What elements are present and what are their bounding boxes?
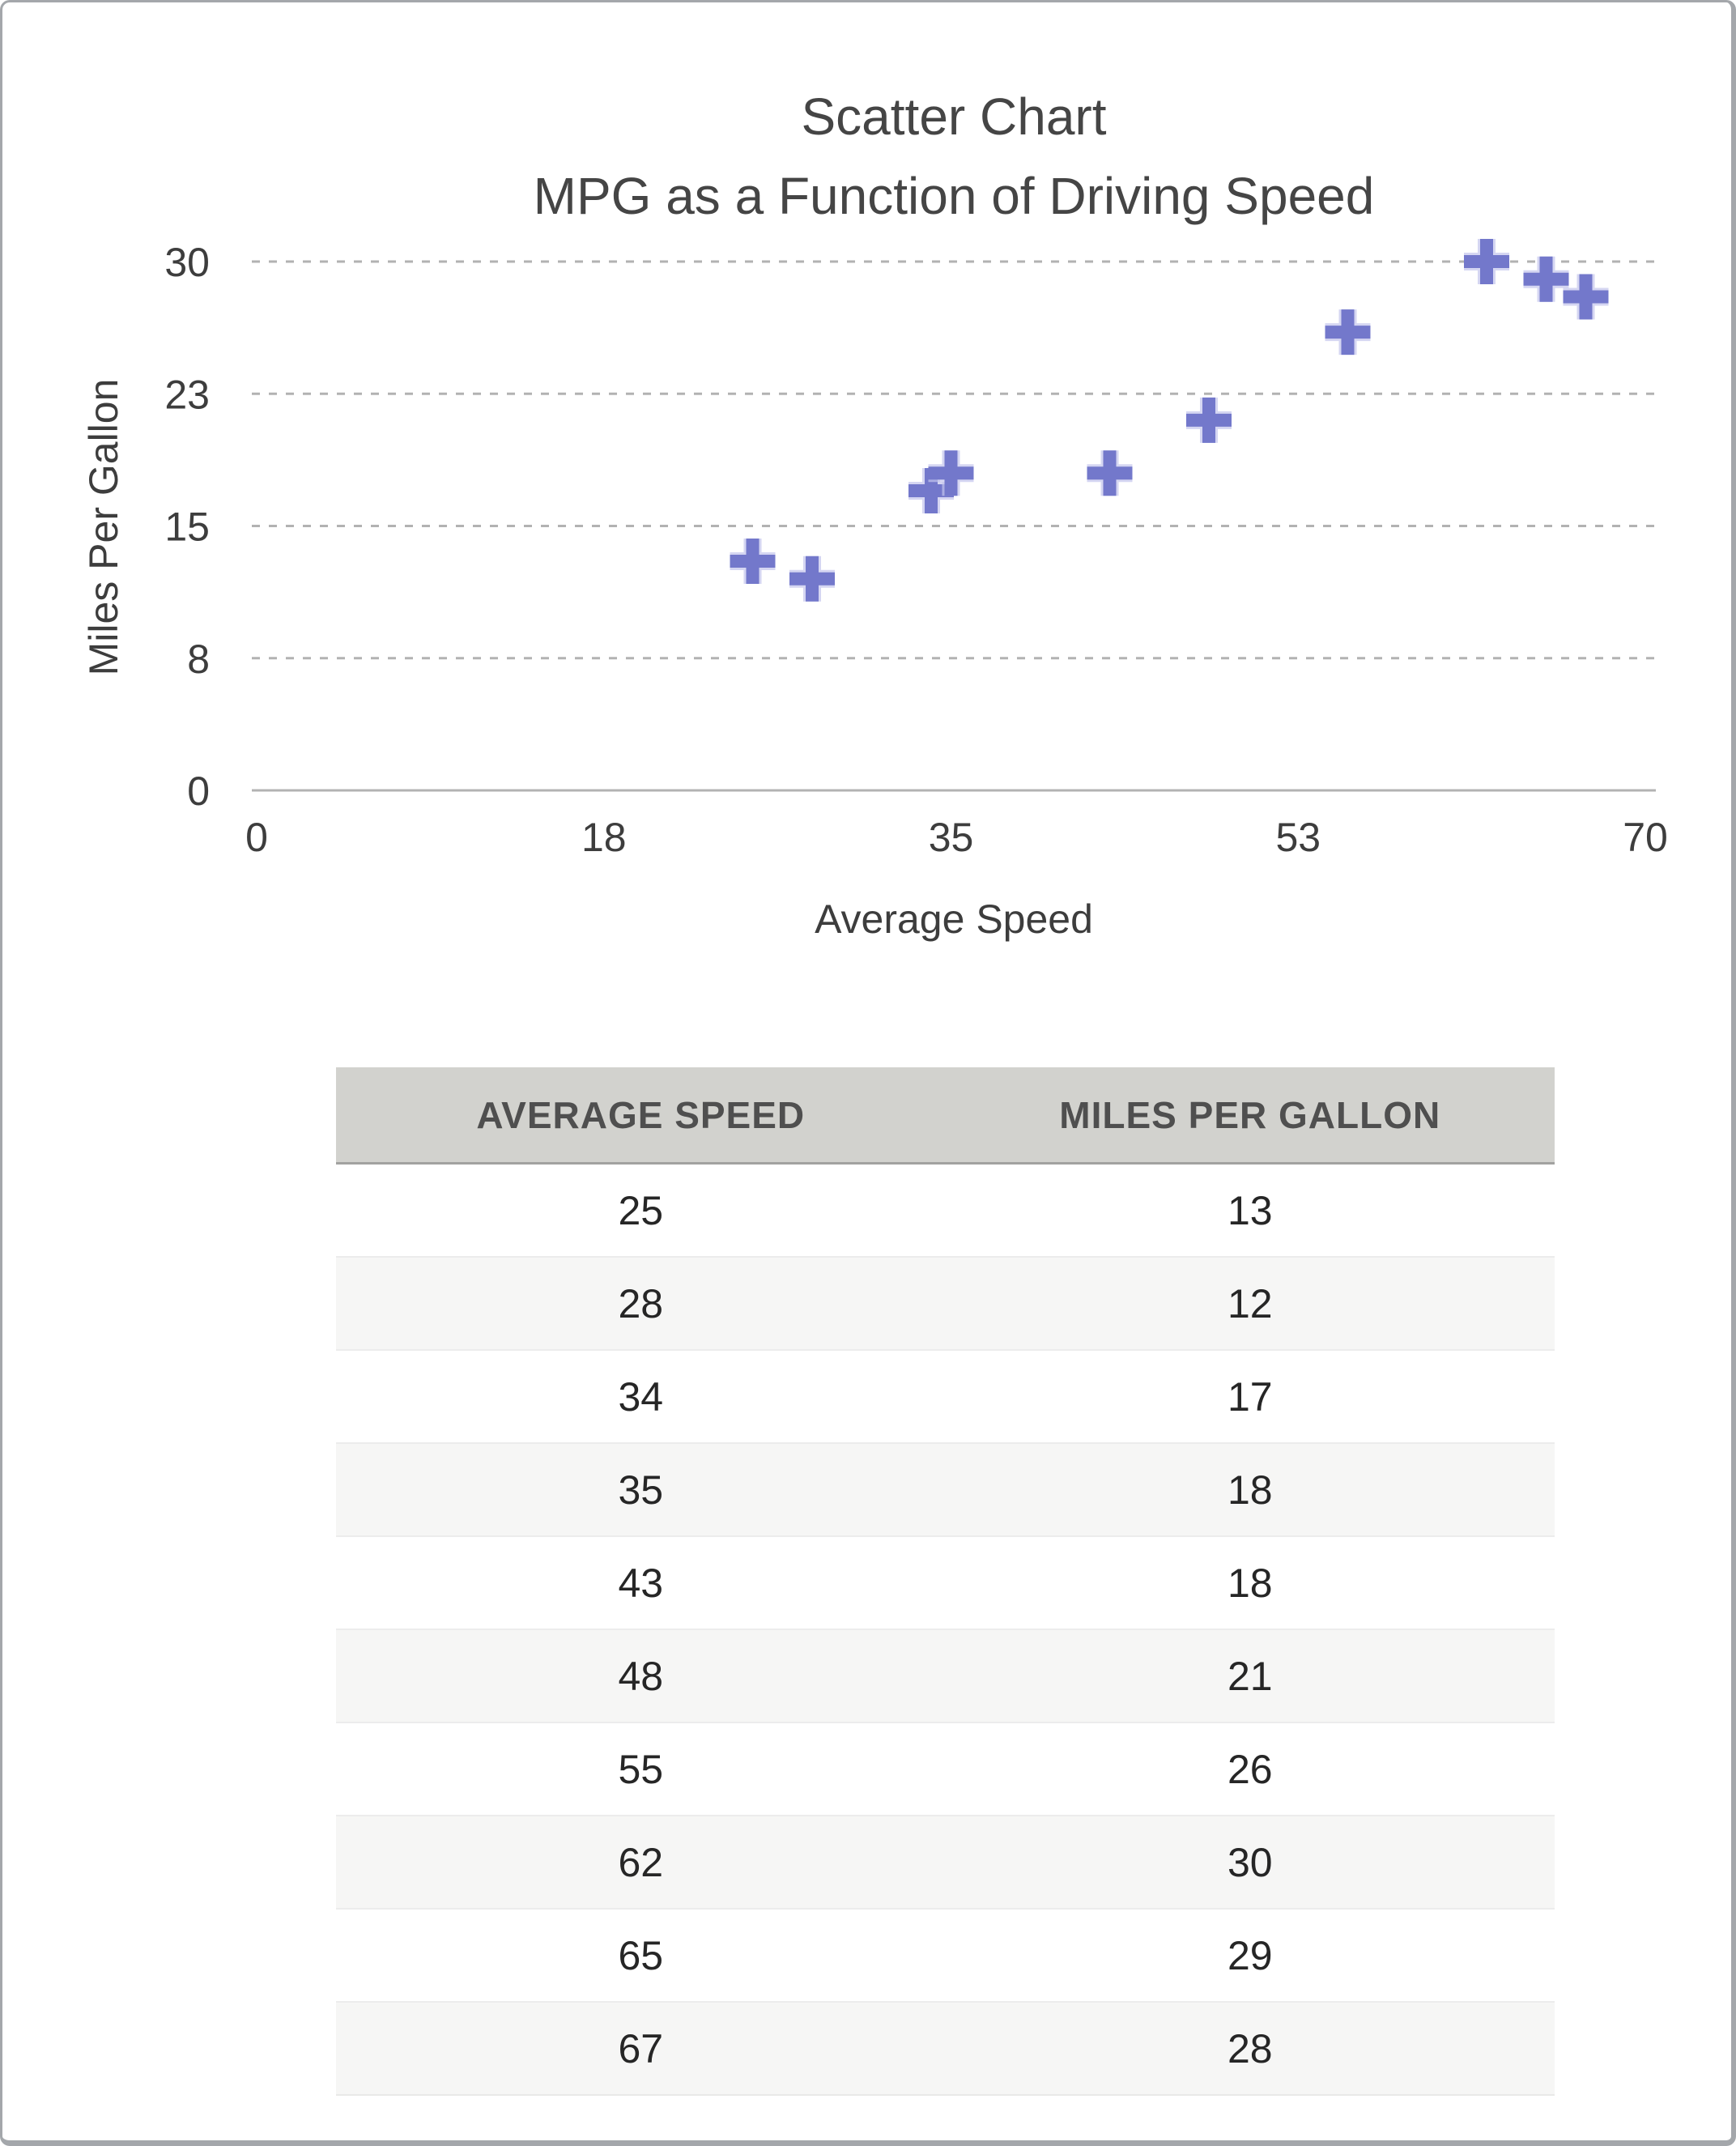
table-row: 43 18 [336,1535,1555,1629]
table-cell-mpg: 13 [945,1163,1555,1257]
scatter-point [1464,239,1509,284]
table-cell-mpg: 18 [945,1535,1555,1629]
table-cell-speed: 25 [336,1163,946,1257]
chart-title-block: Scatter Chart MPG as a Function of Drivi… [168,77,1731,236]
y-tick-label: 23 [164,372,210,417]
y-tick-label: 30 [164,240,210,285]
data-table: AVERAGE SPEED MILES PER GALLON 25 13 28 12 34… [336,1067,1555,2096]
y-tick-label: 0 [187,769,210,814]
y-tick-label: 8 [187,637,210,682]
scatter-point [730,539,776,585]
table-cell-speed: 67 [336,2001,946,2096]
scatter-point [1523,256,1569,302]
x-tick-label: 35 [929,815,974,860]
table-header-cell: AVERAGE SPEED [336,1067,946,1165]
chart-subtitle: MPG as a Function of Driving Speed [533,167,1375,225]
table-cell-speed: 65 [336,1908,946,2002]
x-tick-label: 0 [245,815,268,860]
table-header-cell: MILES PER GALLON [945,1067,1555,1165]
table-cell-speed: 35 [336,1442,946,1536]
table-row: 34 17 [336,1349,1555,1443]
table-row: 67 28 [336,2001,1555,2096]
table-row: 25 13 [336,1163,1555,1257]
table-row: 28 12 [336,1256,1555,1350]
x-axis-title: Average Speed [815,896,1093,942]
table-row: 55 26 [336,1722,1555,1816]
table-cell-mpg: 29 [945,1908,1555,2002]
y-axis-title: Miles Per Gallon [81,378,126,676]
scatter-plot-svg: 0 8 15 23 30 0 18 35 53 70 [164,239,1668,860]
scatter-point [928,450,974,496]
x-tick-label: 53 [1275,815,1321,860]
scatter-point [1186,397,1232,443]
scatter-point [1087,450,1133,496]
table-cell-speed: 28 [336,1256,946,1350]
table-cell-speed: 48 [336,1629,946,1722]
x-tick-label: 70 [1623,815,1668,860]
table-cell-speed: 43 [336,1535,946,1629]
scatter-point [789,556,835,602]
table-row: 48 21 [336,1629,1555,1722]
x-tick-label: 18 [581,815,627,860]
table-cell-mpg: 30 [945,1815,1555,1909]
table-cell-speed: 62 [336,1815,946,1909]
chart-title: Scatter Chart [801,87,1107,146]
scatter-point [1563,274,1609,320]
table-cell-mpg: 12 [945,1256,1555,1350]
table-cell-mpg: 18 [945,1442,1555,1536]
table-row: 65 29 [336,1908,1555,2002]
table-cell-mpg: 21 [945,1629,1555,1722]
data-table-wrap: AVERAGE SPEED MILES PER GALLON 25 13 28 12 34… [336,1067,1555,2096]
table-cell-speed: 55 [336,1722,946,1816]
table-cell-mpg: 26 [945,1722,1555,1816]
table-row: 62 30 [336,1815,1555,1909]
table-cell-mpg: 17 [945,1349,1555,1443]
table-row: 35 18 [336,1442,1555,1536]
table-header-row: AVERAGE SPEED MILES PER GALLON [336,1067,1555,1165]
table-cell-mpg: 28 [945,2001,1555,2096]
scatter-point [1325,309,1371,356]
y-tick-label: 15 [164,505,210,550]
table-cell-speed: 34 [336,1349,946,1443]
